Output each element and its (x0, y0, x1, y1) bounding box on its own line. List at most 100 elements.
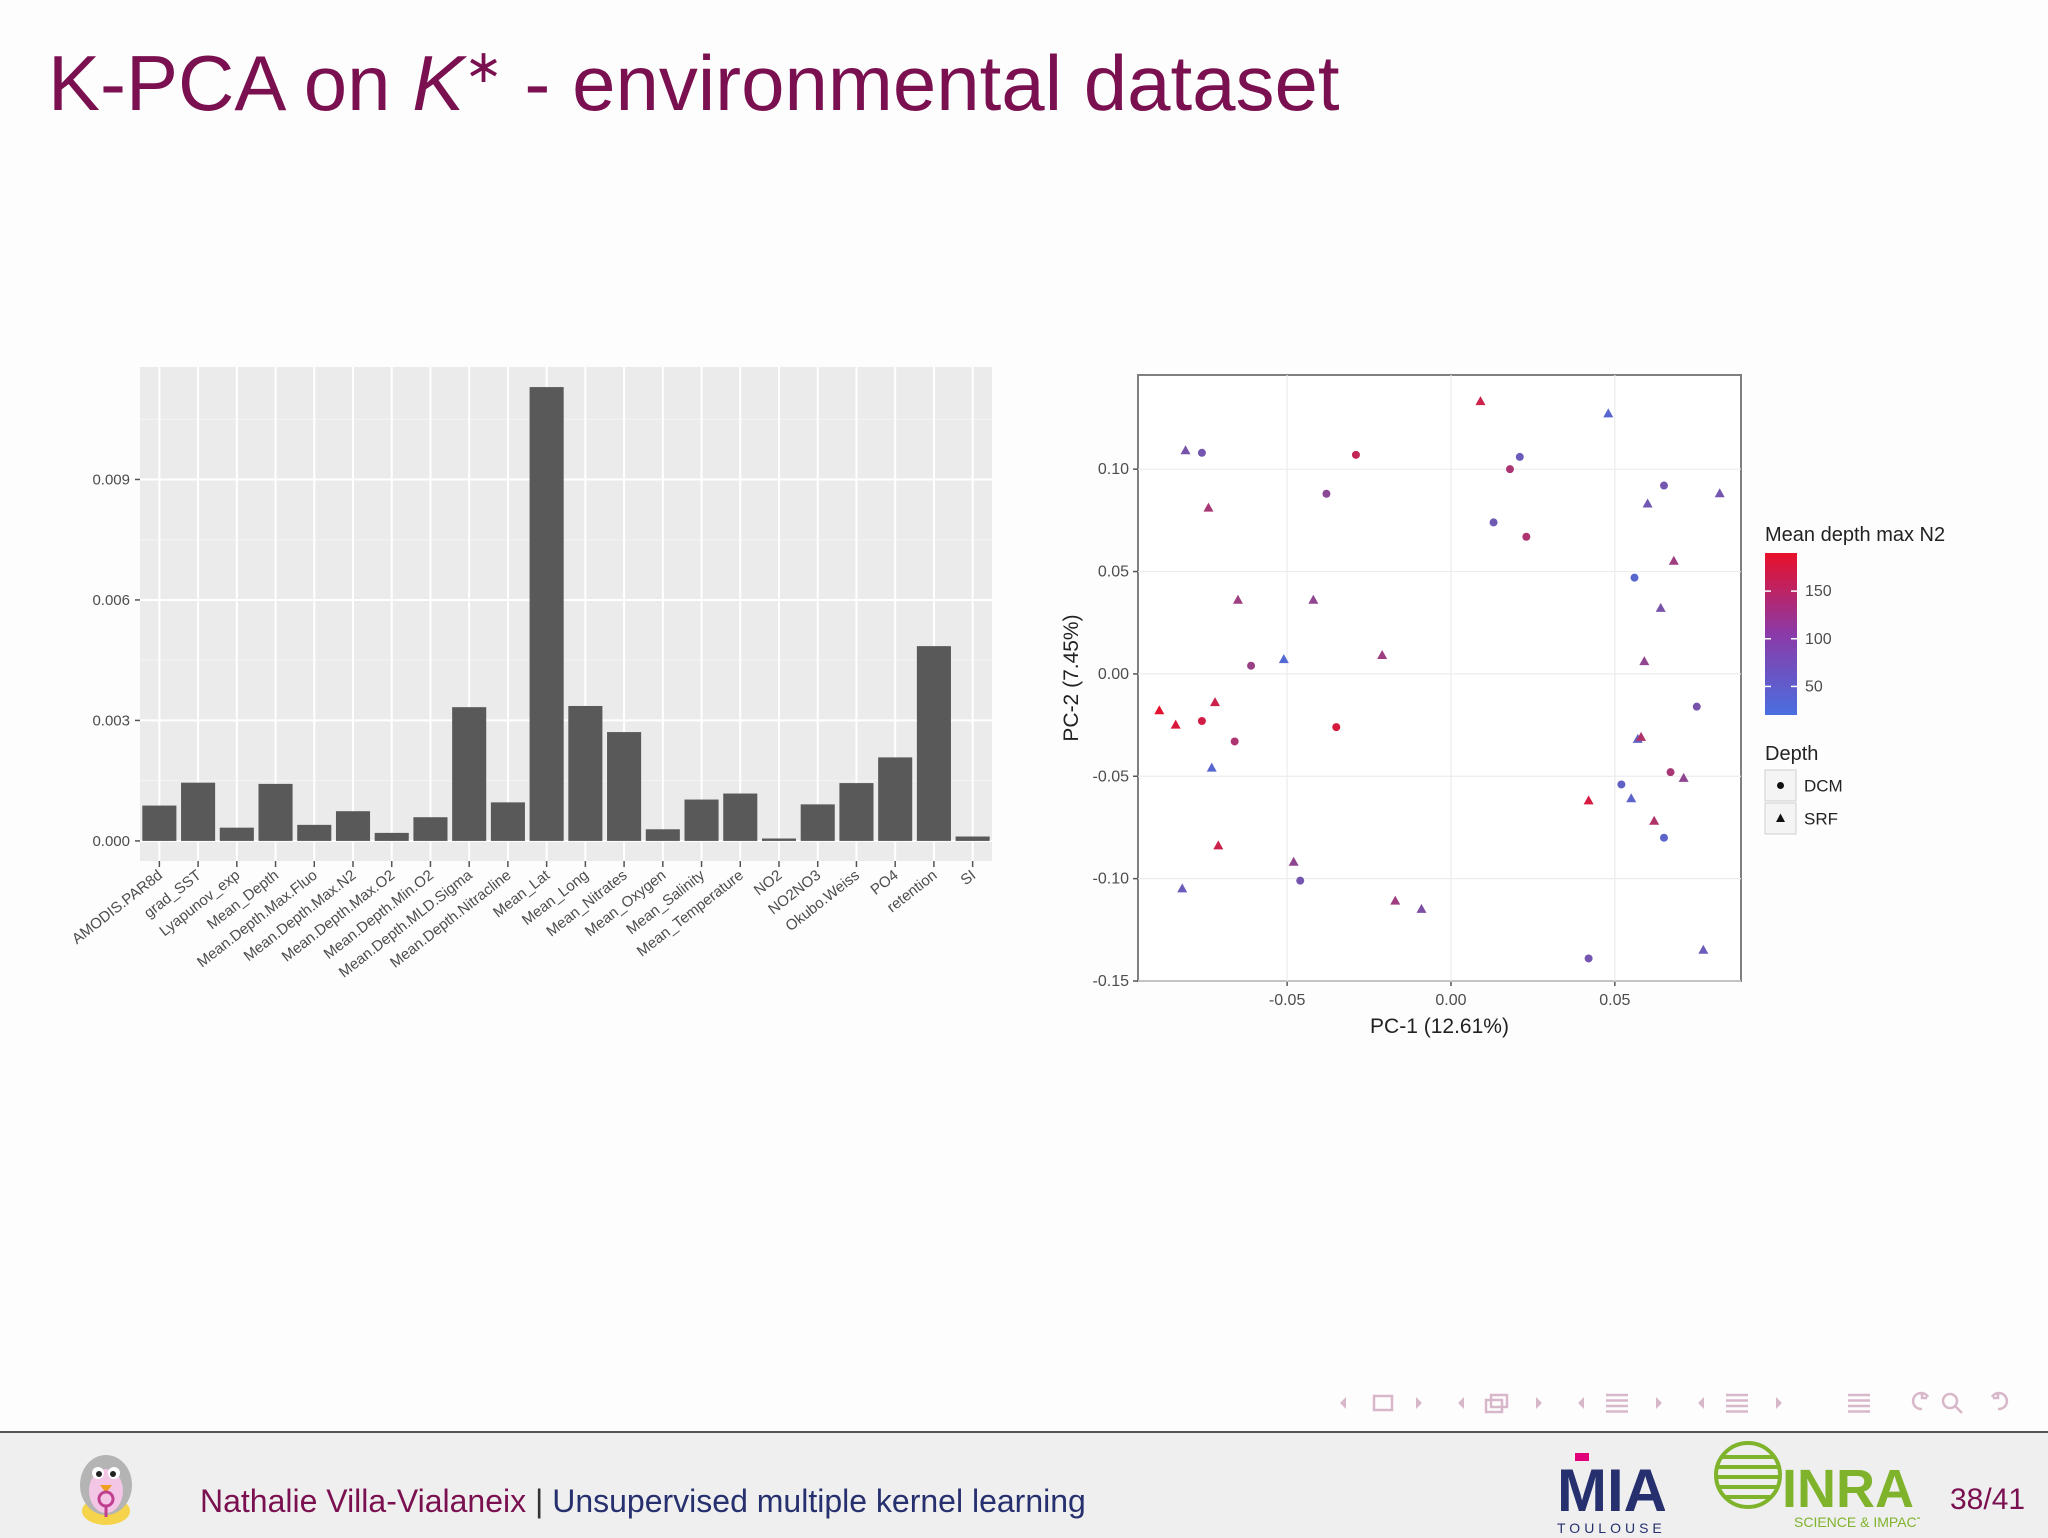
bar (645, 829, 680, 841)
bar-chart: 0.0000.0030.0060.009AMODIS.PAR8dgrad_SST… (69, 367, 992, 981)
scatter-point-srf (1390, 895, 1401, 905)
mia-logo-text: MIA (1557, 1457, 1665, 1524)
scatter-point-srf (1278, 654, 1289, 664)
nav-left-arrow-icon (1340, 1397, 1346, 1409)
legend-circle-icon (1777, 782, 1784, 789)
scatter-point-srf (1642, 498, 1653, 508)
scatter-point-srf (1639, 656, 1650, 666)
scatter-point-dcm (1489, 518, 1498, 527)
mia-logo-subtext: TOULOUSE (1557, 1520, 1665, 1536)
shape-legend-label: DCM (1804, 777, 1843, 796)
scatter-point-srf (1698, 944, 1709, 954)
nav-doc-icon (1726, 1393, 1748, 1413)
scatter-point-dcm (1197, 448, 1206, 457)
scatter-y-tick-label: -0.05 (1093, 768, 1130, 785)
nav-right-arrow-icon (1536, 1397, 1542, 1409)
bar (181, 782, 216, 841)
scatter-point-dcm (1584, 954, 1593, 963)
color-legend-tick-label: 50 (1805, 678, 1823, 695)
nav-frame-icon (1372, 1394, 1394, 1412)
scatter-x-tick-label: 0.00 (1435, 992, 1466, 1009)
scatter-point-dcm (1692, 702, 1701, 711)
shape-legend-label: SRF (1804, 810, 1838, 829)
inra-logo-text: INRA (1782, 1459, 1914, 1519)
title-star-symbol: ∗ (464, 40, 503, 92)
bar (219, 827, 254, 841)
scatter-point-dcm (1522, 532, 1531, 541)
scatter-point-srf (1210, 697, 1221, 707)
nav-section-icon (1606, 1393, 1628, 1413)
beamer-navigation-bar (1340, 1391, 2009, 1414)
bar (297, 824, 332, 841)
scatter-point-dcm (1351, 450, 1360, 459)
scatter-y-tick-label: 0.10 (1098, 461, 1129, 478)
nav-left-arrow-icon (1458, 1397, 1464, 1409)
scatter-point-dcm (1322, 489, 1331, 498)
scatter-point-dcm (1659, 481, 1668, 490)
scatter-point-dcm (1247, 661, 1256, 670)
scatter-y-tick-label: -0.15 (1093, 973, 1130, 990)
bar (684, 799, 719, 841)
bar (452, 707, 487, 841)
footer: Nathalie Villa-Vialaneix | Unsupervised … (0, 1431, 2048, 1538)
bar (142, 805, 177, 841)
scatter-point-srf (1180, 445, 1191, 455)
mia-toulouse-logo: MIA TOULOUSE (1557, 1453, 1665, 1536)
scatter-plot-panel (1137, 374, 1742, 982)
nav-right-arrow-icon (1416, 1397, 1422, 1409)
page-number: 38/41 (1950, 1483, 2026, 1516)
bar-y-tick-label: 0.006 (92, 592, 130, 609)
scatter-point-dcm (1617, 780, 1626, 789)
scatter-x-tick-label: 0.05 (1599, 992, 1630, 1009)
title-prefix: K-PCA on (48, 39, 413, 127)
scatter-y-tick-label: 0.05 (1098, 564, 1129, 581)
nav-search-icon (1941, 1392, 1963, 1414)
scatter-point-srf (1649, 815, 1660, 825)
scatter-point-srf (1603, 408, 1614, 418)
nav-right-arrow-icon (1656, 1397, 1662, 1409)
scatter-y-tick-label: 0.00 (1098, 666, 1129, 683)
scatter-point-dcm (1630, 573, 1639, 582)
inra-logo: INRA SCIENCE & IMPACT (1714, 1441, 1920, 1530)
scatter-point-dcm (1666, 768, 1675, 777)
scatter-point-srf (1377, 649, 1388, 659)
bar (335, 811, 371, 841)
scatter-point-srf (1213, 840, 1224, 850)
scatter-point-srf (1416, 903, 1427, 913)
scatter-point-dcm (1505, 465, 1514, 474)
scatter-point-srf (1170, 719, 1181, 729)
scatter-point-srf (1626, 793, 1637, 803)
color-legend-title: Mean depth max N2 (1765, 524, 1945, 546)
bar (916, 646, 951, 841)
scatter-point-srf (1583, 795, 1594, 805)
bar (878, 757, 913, 841)
scatter-point-dcm (1332, 723, 1341, 732)
inra-logo-subtext: SCIENCE & IMPACT (1794, 1514, 1920, 1530)
bar (607, 732, 642, 841)
scatter-point-dcm (1296, 876, 1305, 885)
scatter-point-srf (1154, 705, 1165, 715)
shape-legend-title: Depth (1765, 743, 1818, 765)
scatter-point-dcm (1515, 452, 1524, 461)
bar (529, 387, 564, 841)
scatter-point-dcm (1230, 737, 1239, 746)
scatter-point-srf (1288, 856, 1299, 866)
bar (800, 804, 835, 841)
nav-right-arrow-icon (1776, 1397, 1782, 1409)
title-suffix: - environmental dataset (502, 39, 1340, 127)
color-legend-tick-label: 100 (1805, 631, 1832, 648)
footer-author-line: Nathalie Villa-Vialaneix | Unsupervised … (200, 1483, 1086, 1520)
nav-back-icon (1911, 1391, 1930, 1411)
scatter-y-axis-label: PC-2 (7.45%) (1060, 614, 1083, 741)
scatter-point-srf (1668, 555, 1679, 565)
scatter-point-srf (1678, 772, 1689, 782)
scatter-point-srf (1203, 502, 1214, 512)
nav-left-arrow-icon (1578, 1397, 1584, 1409)
title-k-symbol: K (412, 39, 465, 127)
bar (413, 817, 448, 841)
scatter-point-dcm (1197, 716, 1206, 725)
color-legend-tick-label: 150 (1805, 583, 1832, 600)
scatter-x-axis-label: PC-1 (12.61%) (1370, 1015, 1509, 1038)
nav-subsection-icon (1484, 1393, 1509, 1414)
nav-forward-icon (1990, 1391, 2009, 1411)
